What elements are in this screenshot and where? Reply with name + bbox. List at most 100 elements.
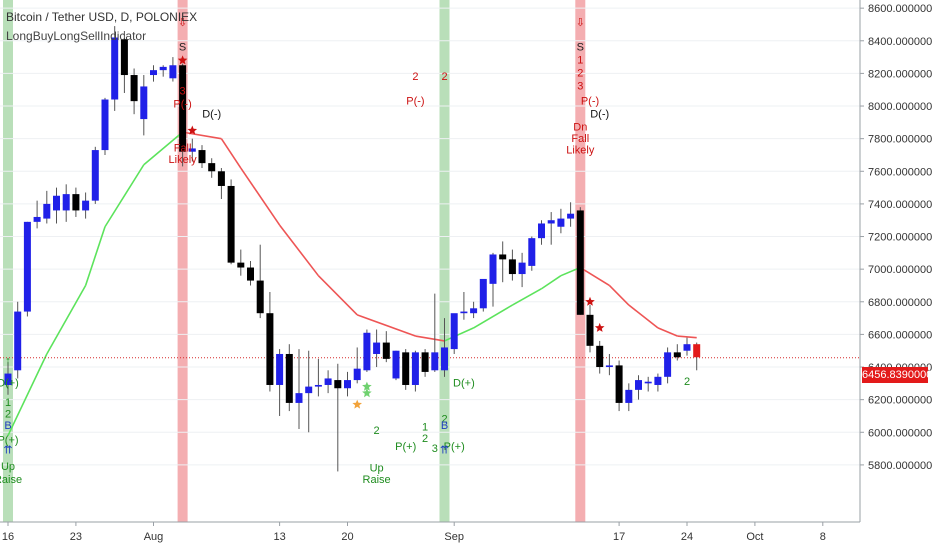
candle-body: [615, 365, 623, 403]
ma-segment: [7, 353, 48, 436]
indicator-name: LongBuyLongSellIndicator: [6, 29, 147, 43]
ma-segment: [240, 167, 281, 226]
ma-segment: [415, 335, 445, 342]
candle-body: [392, 350, 400, 379]
y-tick-label: 6000.00000000: [868, 427, 932, 439]
signal-label: 2: [577, 68, 583, 80]
signal-label: ⇈: [440, 444, 449, 456]
y-tick-label: 6600.00000000: [868, 329, 932, 341]
candle-body: [538, 223, 545, 239]
candle-body: [314, 384, 322, 387]
candle-body: [266, 313, 274, 385]
candle-body: [363, 332, 371, 371]
candle-body: [470, 308, 478, 314]
candle-body: [557, 218, 565, 227]
candle-body: [159, 66, 167, 71]
ma-segment: [278, 224, 320, 277]
y-tick-label: 6200.00000000: [868, 395, 932, 407]
candle-body: [411, 352, 419, 385]
y-tick-label: 7200.00000000: [868, 232, 932, 244]
y-axis: 5800.00000000 6000.00000000 6200.00000000 6…: [859, 0, 932, 522]
signal-label: 2: [5, 409, 11, 421]
x-tick-label: 13: [273, 531, 285, 543]
candle-body: [82, 200, 90, 211]
signal-label: Raise: [0, 474, 22, 486]
signal-label: Fall: [571, 133, 589, 145]
candle-body: [111, 37, 119, 100]
y-tick-label: 8600.00000000: [868, 3, 932, 15]
candle-body: [635, 380, 642, 390]
candle-body: [4, 373, 12, 385]
candle-body: [382, 342, 390, 359]
x-axis: 16 23 Aug 13 20 Sep 17 24 Oct 8: [0, 521, 860, 543]
candle-body: [72, 194, 80, 211]
candle-body: [43, 203, 51, 219]
signal-label: ⇩: [576, 17, 585, 29]
signal-label: ⇩: [178, 17, 187, 29]
signal-label: 1: [5, 397, 11, 409]
y-tick-label: 6800.00000000: [868, 297, 932, 309]
signal-label: 3: [432, 443, 438, 455]
candle-body: [644, 381, 652, 384]
candle-body: [179, 65, 187, 152]
candle-body: [596, 345, 604, 368]
signal-markers: [177, 55, 605, 409]
candle-body: [518, 262, 526, 275]
buy-band-0: [3, 0, 13, 522]
y-tick-label: 7800.00000000: [868, 134, 932, 146]
signal-label: Up: [370, 462, 384, 474]
star-marker: [187, 125, 198, 135]
candle-body: [528, 238, 536, 266]
signal-label: 2: [412, 71, 418, 83]
sell-band-0: [177, 0, 188, 522]
ma-segment: [104, 164, 145, 228]
candle-body: [150, 70, 157, 76]
signal-label: P(+): [0, 435, 19, 447]
candle-body: [285, 353, 293, 403]
signal-label: 3: [180, 86, 186, 98]
x-tick-label: 23: [70, 531, 82, 543]
ma-segment: [512, 288, 542, 306]
candle-body: [567, 213, 575, 219]
signal-label: D(+): [0, 378, 19, 390]
candle-body: [673, 352, 681, 358]
signal-label: D(+): [453, 378, 475, 390]
candle-body: [23, 221, 31, 312]
candles: [4, 26, 701, 472]
candle-body: [508, 259, 516, 275]
candle-body: [101, 99, 109, 151]
signal-label: B: [4, 420, 11, 432]
x-tick-label: Oct: [746, 531, 763, 543]
candle-body: [208, 163, 216, 172]
x-tick-label: 20: [341, 531, 353, 543]
signal-label: Fall: [174, 143, 192, 155]
signal-label: 1: [577, 55, 583, 67]
signal-annotations: ↑D(+)12BP(+)⇈UpRaise⇩S3P(-)FallLikelyD(-…: [0, 17, 690, 486]
y-tick-label: 7000.00000000: [868, 264, 932, 276]
candle-body: [402, 352, 410, 385]
star-marker: [352, 399, 362, 409]
ma-segment: [473, 304, 513, 329]
signal-label: S: [577, 42, 584, 54]
candle-body: [256, 280, 264, 314]
star-marker: [594, 322, 605, 332]
y-tick-label: 7400.00000000: [868, 199, 932, 211]
candle-body: [421, 352, 429, 372]
chart-title: Bitcoin / Tether USD, D, POLONIEX: [6, 10, 198, 24]
ma-segment: [608, 284, 630, 306]
candle-body: [140, 86, 148, 120]
x-tick-label: Aug: [144, 531, 164, 543]
signal-label: P(+): [444, 441, 465, 453]
candle-body: [499, 254, 507, 260]
ma-segment: [356, 314, 416, 337]
candle-body: [53, 195, 60, 211]
x-tick-label: 8: [820, 531, 826, 543]
candle-body: [14, 311, 22, 371]
signal-label: P(-): [581, 95, 599, 107]
x-tick-label: 24: [681, 531, 693, 543]
ma-segment: [579, 266, 610, 287]
star-marker: [362, 388, 372, 398]
ma-segment: [317, 275, 358, 316]
ma-segment: [677, 335, 697, 339]
ma-segment: [46, 285, 87, 355]
